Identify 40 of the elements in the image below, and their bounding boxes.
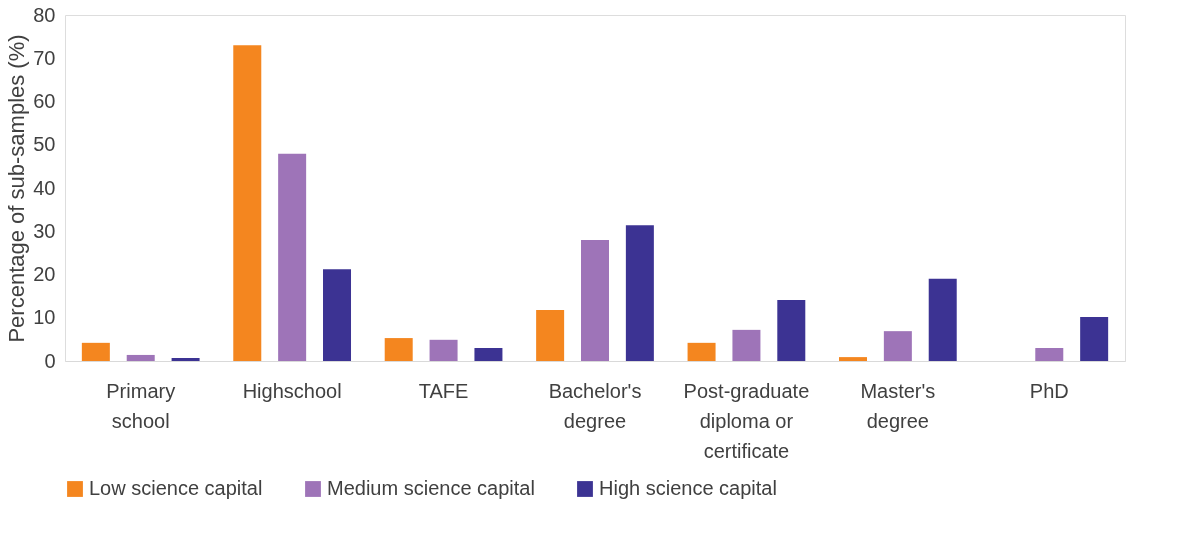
bar bbox=[1080, 316, 1109, 361]
bar bbox=[429, 339, 458, 361]
bar bbox=[323, 269, 352, 361]
x-tick-label: Highschool bbox=[242, 379, 342, 402]
x-tick-label: PhD bbox=[1029, 379, 1069, 402]
bar bbox=[838, 357, 867, 361]
y-tick-label: 60 bbox=[33, 90, 56, 112]
x-tick-label: Primary school bbox=[106, 379, 176, 432]
bar bbox=[777, 300, 806, 361]
legend-label: Medium science capital bbox=[327, 477, 535, 499]
y-tick-label: 80 bbox=[33, 3, 56, 26]
bar bbox=[233, 45, 262, 361]
x-tick-label: Bachelor's degree bbox=[548, 379, 642, 432]
bar bbox=[883, 331, 912, 361]
x-tick-label: TAFE bbox=[418, 379, 469, 402]
y-tick-label: 70 bbox=[33, 46, 56, 69]
bar bbox=[474, 348, 503, 361]
y-axis-title: Percentage of sub-samples (%) bbox=[4, 34, 30, 343]
bar bbox=[278, 153, 307, 361]
bar bbox=[171, 357, 200, 361]
bar bbox=[126, 354, 155, 361]
x-tick-label: Master's degree bbox=[860, 379, 936, 432]
bar bbox=[536, 309, 565, 361]
y-tick-label: 50 bbox=[33, 133, 56, 156]
bar bbox=[687, 342, 716, 361]
bar bbox=[1035, 348, 1064, 361]
y-tick-label: 10 bbox=[33, 306, 56, 329]
y-tick-label: 20 bbox=[33, 263, 56, 285]
bar bbox=[928, 278, 957, 361]
bar bbox=[81, 342, 110, 361]
y-tick-label: 0 bbox=[44, 349, 56, 372]
legend-label: Low science capital bbox=[89, 477, 263, 499]
bar bbox=[384, 338, 413, 361]
bar bbox=[581, 239, 609, 361]
y-tick-label: 40 bbox=[33, 176, 56, 199]
bar bbox=[625, 225, 654, 361]
legend-label: High science capital bbox=[599, 477, 777, 499]
y-tick-label: 30 bbox=[33, 219, 56, 242]
bar bbox=[732, 329, 761, 361]
x-tick-label: Post-graduate diploma or certificate bbox=[683, 379, 810, 462]
